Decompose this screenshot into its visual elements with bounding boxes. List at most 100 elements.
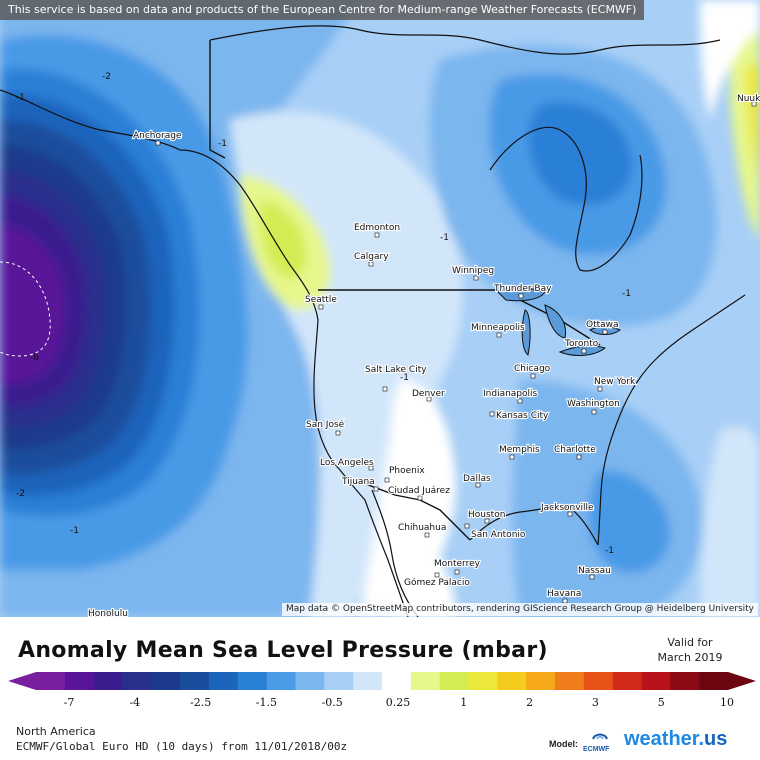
colorbar-swatch — [237, 672, 268, 690]
colorbar-swatch — [497, 672, 527, 690]
city-marker: New York — [593, 376, 637, 392]
city-label: Winnipeg — [452, 266, 494, 276]
colorbar-tick-label: 5 — [658, 696, 665, 709]
valid-for-date: March 2019 — [657, 651, 723, 664]
city-label: Denver — [412, 389, 445, 399]
city-marker: Monterrey — [433, 558, 482, 575]
city-label: Phoenix — [389, 466, 425, 476]
colorbar-swatch — [93, 672, 123, 690]
city-label: Nassau — [578, 566, 611, 576]
city-label: Edmonton — [354, 223, 400, 233]
city-marker: Washington — [566, 398, 621, 415]
contour-label: -2 — [16, 489, 25, 499]
city-marker: Winnipeg — [451, 265, 495, 281]
city-marker: Kansas City — [489, 410, 550, 422]
city-marker: Seattle — [304, 294, 338, 310]
city-label: Honolulu — [88, 609, 128, 617]
city-marker: Ottawa — [585, 319, 620, 335]
model-label: Model: — [549, 739, 578, 749]
contour-label: -1 — [400, 373, 409, 383]
contour-labels: -2 -1 -1 -1 -1 -1 -2 -1 -1 -6 — [16, 72, 631, 556]
atlantic-coast — [597, 294, 746, 546]
city-label: Thunder Bay — [493, 284, 552, 294]
city-marker: Edmonton — [353, 222, 401, 238]
city-marker: Chihuahua — [397, 522, 447, 538]
colorbar-swatch — [266, 672, 296, 690]
city-label: Havana — [547, 589, 581, 599]
city-label: Washington — [567, 399, 620, 409]
city-marker: Minneapolis — [470, 322, 526, 338]
city-label: Indianapolis — [483, 389, 538, 399]
colorbar-swatch — [36, 672, 66, 690]
colorbar-swatch — [583, 672, 614, 690]
city-label: Charlotte — [554, 445, 596, 455]
city-label: Memphis — [499, 445, 540, 455]
contour-label: -6 — [30, 353, 39, 363]
city-marker: Thunder Bay — [492, 283, 553, 299]
low-core-contour — [0, 261, 51, 357]
colorbar-ticks: -7 -4 -2.5 -1.5 -0.5 0.25 1 2 3 5 10 — [64, 696, 734, 709]
alaska-canada-border — [209, 40, 226, 159]
mexico-white — [380, 490, 456, 617]
coastlines — [0, 25, 746, 617]
baja-coast — [371, 489, 419, 617]
city-marker: Ciudad Juárez — [387, 485, 451, 501]
city-label: Gómez Palacio — [404, 577, 470, 588]
contour-label: -1 — [605, 546, 614, 556]
bc-yellow-core — [260, 200, 307, 278]
valid-for-label: Valid for — [667, 636, 713, 649]
lake-huron — [544, 304, 567, 339]
chart-title: Anomaly Mean Sea Level Pressure (mbar) — [18, 638, 548, 663]
city-marker: Jacksonville — [539, 502, 595, 517]
east-yellow-core — [745, 60, 760, 180]
city-label: New York — [594, 377, 636, 387]
city-marker: Phoenix — [384, 465, 426, 483]
colorbar-swatch — [410, 672, 441, 690]
city-label: Kansas City — [496, 411, 549, 421]
colorbar-swatch — [122, 672, 152, 690]
city-label: Jacksonville — [540, 503, 594, 513]
colorbar-swatch — [555, 672, 585, 690]
colorbar: -7 -4 -2.5 -1.5 -0.5 0.25 1 2 3 5 10 — [8, 672, 756, 709]
city-label: Salt Lake City — [365, 365, 427, 375]
city-label: Ottawa — [586, 320, 619, 330]
city-marker: Dallas — [462, 473, 492, 488]
cities-layer: Anchorage Edmonton Calgary Winnipeg Thun… — [87, 93, 760, 617]
city-marker: Toronto — [563, 338, 600, 354]
city-marker: Nuuk — [736, 93, 760, 107]
city-label: Tijuana — [341, 477, 375, 487]
city-label: Chicago — [514, 364, 551, 374]
city-marker: Memphis — [498, 444, 541, 460]
city-label: Monterrey — [434, 559, 481, 569]
colorbar-swatch — [699, 672, 729, 690]
city-marker: Havana — [546, 588, 582, 604]
colorbar-tick-label: -4 — [129, 696, 140, 709]
city-marker: Indianapolis — [482, 388, 539, 404]
weather-us-logo: weather.us — [624, 728, 727, 751]
city-label: Calgary — [354, 252, 389, 262]
colorbar-cells — [8, 672, 756, 690]
city-marker: San Antonio — [464, 523, 527, 541]
contour-label: -1 — [622, 289, 631, 299]
colorbar-min-arrow — [8, 672, 36, 690]
city-marker: Charlotte — [553, 444, 597, 460]
city-label: Dallas — [463, 474, 491, 484]
colorbar-tick-label: 1 — [460, 696, 467, 709]
colorbar-swatch — [209, 672, 239, 690]
ecmwf-notice: This service is based on data and produc… — [0, 0, 645, 20]
colorbar-max-arrow — [728, 672, 756, 690]
city-marker: Anchorage — [132, 130, 183, 146]
colorbar-tick-label: -7 — [64, 696, 75, 709]
colorbar-tick-label: -1.5 — [256, 696, 277, 709]
city-label: Chihuahua — [398, 523, 446, 533]
valid-for: Valid for March 2019 — [630, 635, 750, 665]
gulf-coast — [469, 506, 599, 546]
city-marker: Houston — [467, 509, 507, 524]
colorbar-swatch — [353, 672, 383, 690]
city-marker: Gómez Palacio — [403, 572, 471, 589]
city-label: Ciudad Juárez — [388, 486, 450, 496]
colorbar-swatch — [612, 672, 642, 690]
contour-label: -2 — [102, 72, 111, 82]
city-marker: San José — [305, 418, 346, 436]
